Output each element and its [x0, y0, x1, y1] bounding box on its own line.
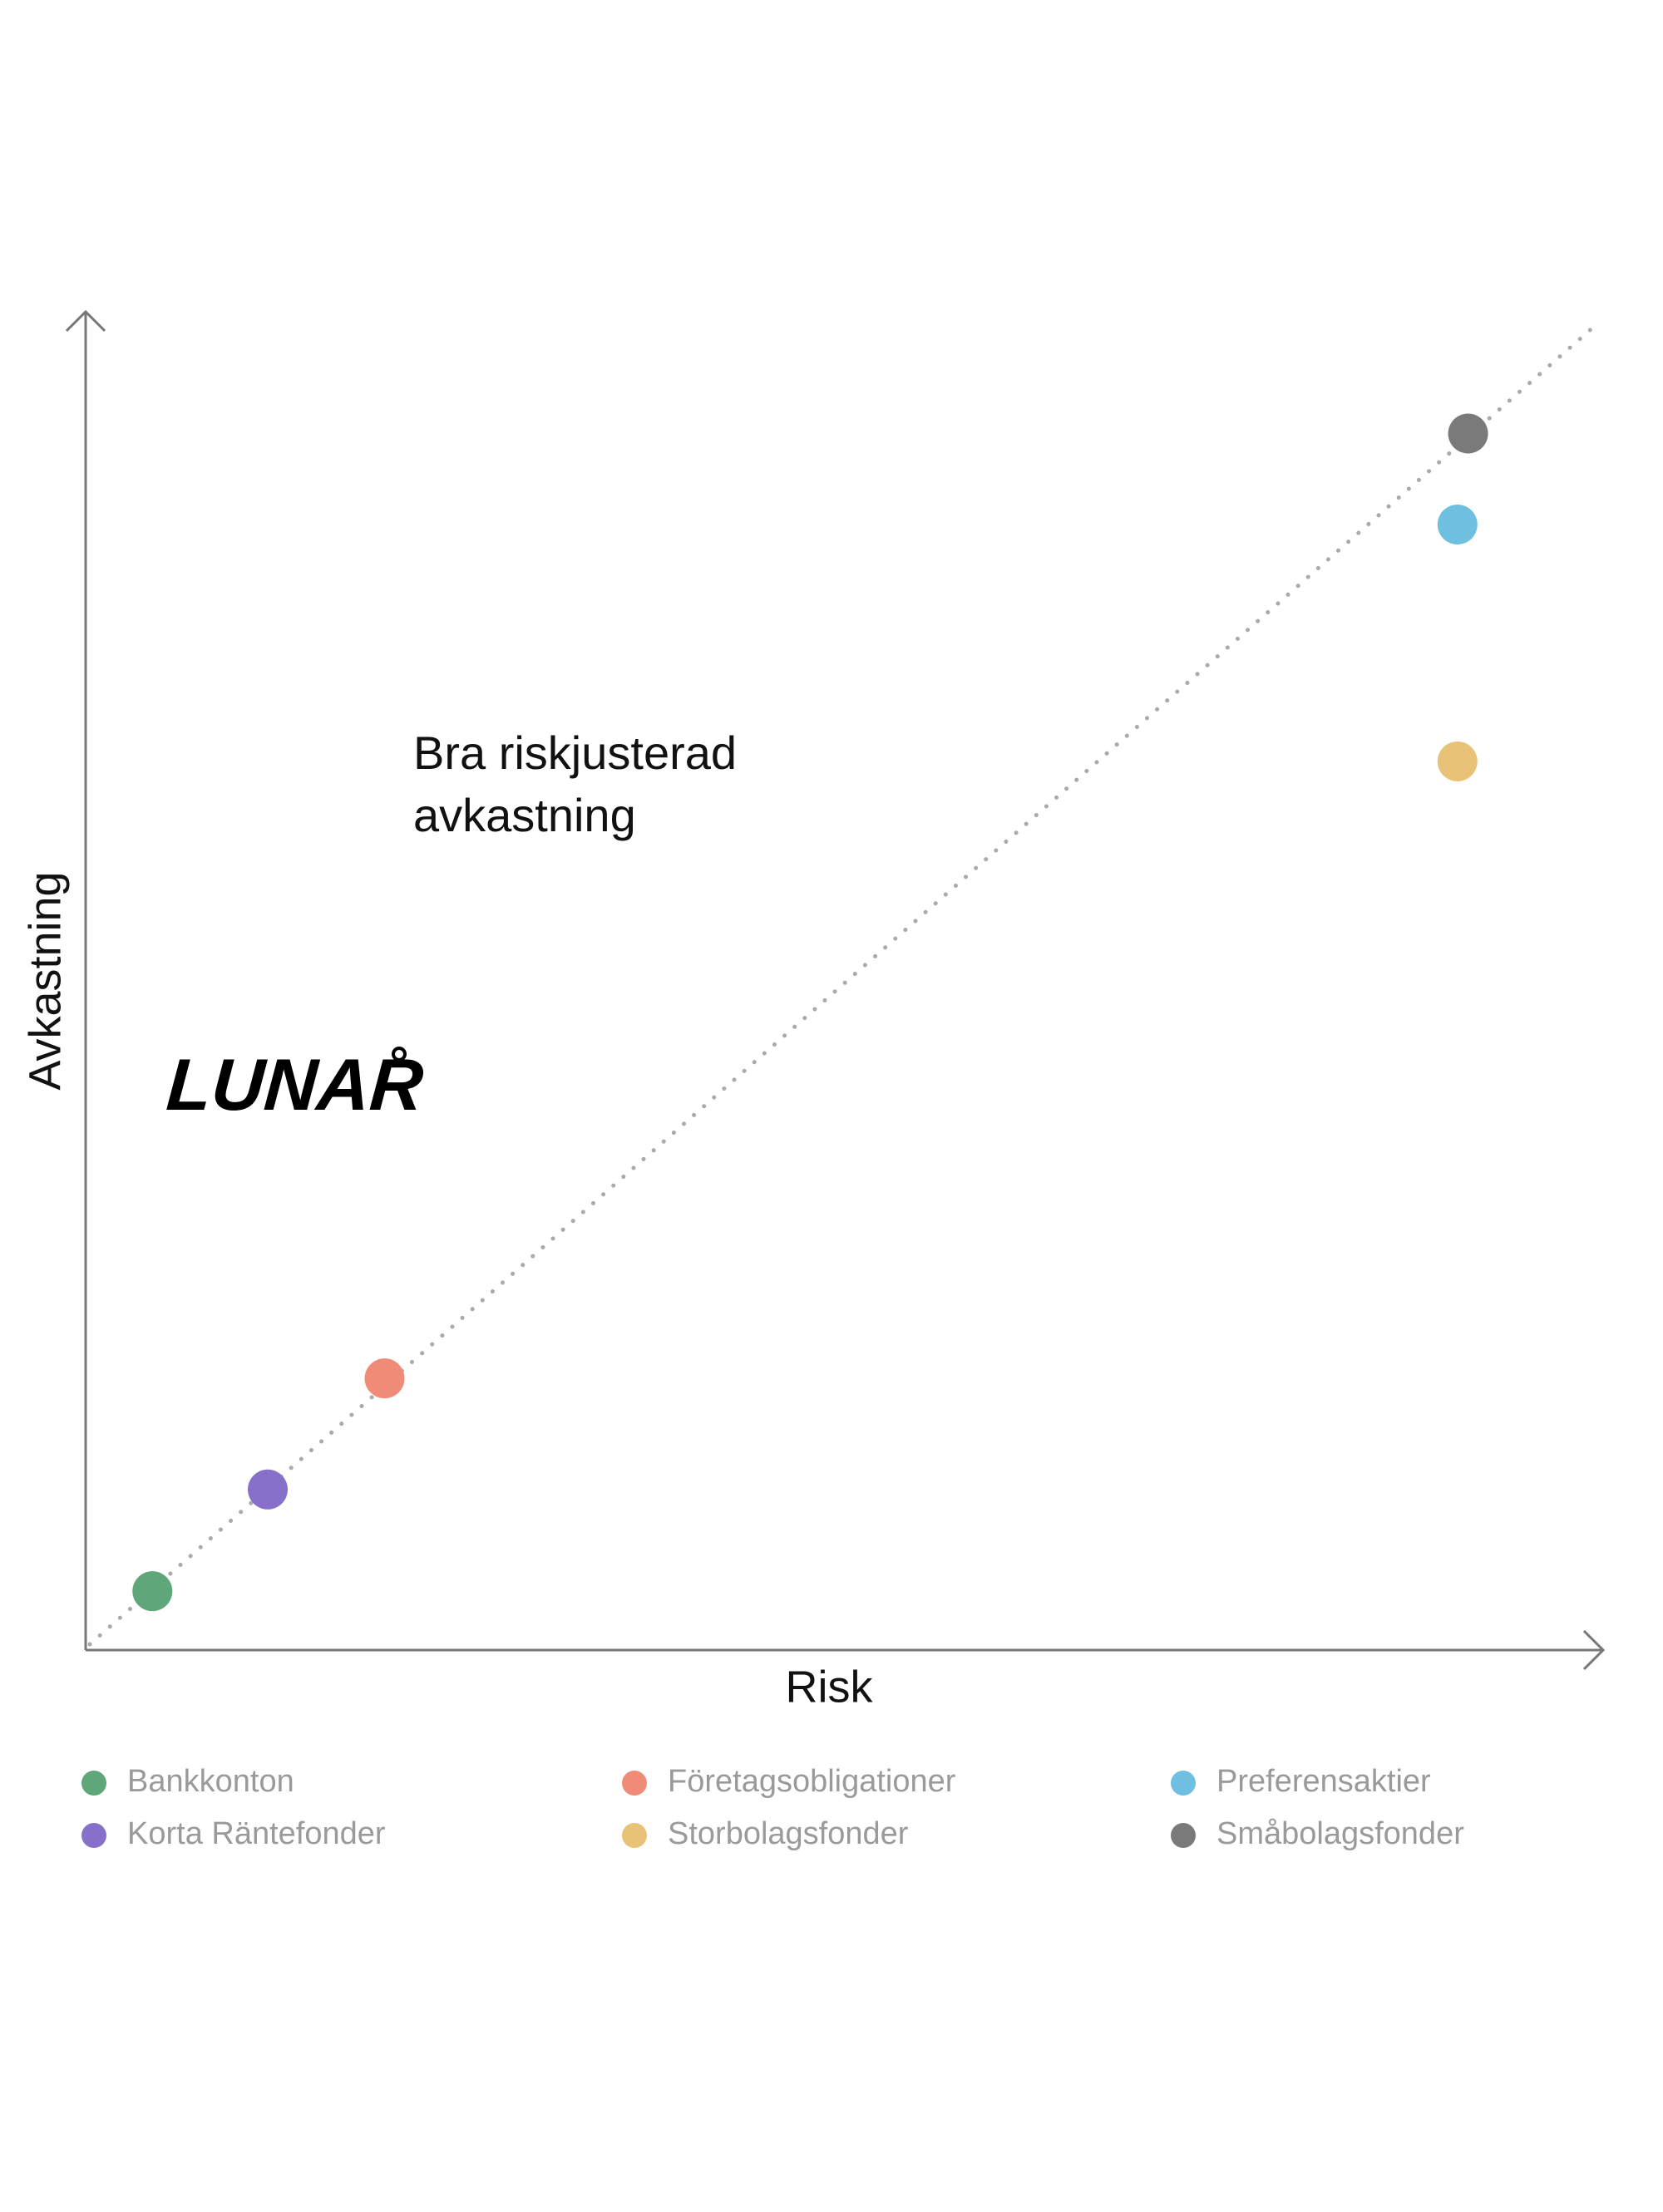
logo: LUNAR — [164, 1043, 426, 1126]
legend-marker — [1171, 1823, 1196, 1848]
legend-label: Småbolagsfonder — [1216, 1816, 1464, 1851]
reference-line — [87, 323, 1597, 1647]
legend-label: Preferensaktier — [1216, 1764, 1431, 1799]
annotation: avkastning — [413, 789, 636, 841]
x-axis-arrow — [1582, 1629, 1606, 1671]
point — [1437, 504, 1478, 544]
point — [248, 1469, 288, 1510]
legend-marker — [81, 1823, 106, 1848]
x-axis-label: Risk — [786, 1662, 874, 1712]
legend-marker — [81, 1771, 106, 1796]
annotation: Bra riskjusterad — [413, 727, 737, 779]
legend-label: Korta Räntefonder — [127, 1816, 386, 1851]
point — [1437, 741, 1478, 781]
y-axis-arrow — [65, 309, 106, 333]
point — [1448, 413, 1488, 454]
legend-label: Bankkonton — [127, 1764, 294, 1799]
legend-label: Storbolagsfonder — [668, 1816, 909, 1851]
legend-marker — [1171, 1771, 1196, 1796]
logo-mark — [392, 1047, 407, 1062]
legend-label: Företagsobligationer — [668, 1764, 956, 1799]
legend-marker — [622, 1823, 647, 1848]
legend-marker — [622, 1771, 647, 1796]
y-axis-label: Avkastning — [20, 871, 70, 1090]
point — [132, 1571, 173, 1612]
point — [364, 1358, 405, 1399]
